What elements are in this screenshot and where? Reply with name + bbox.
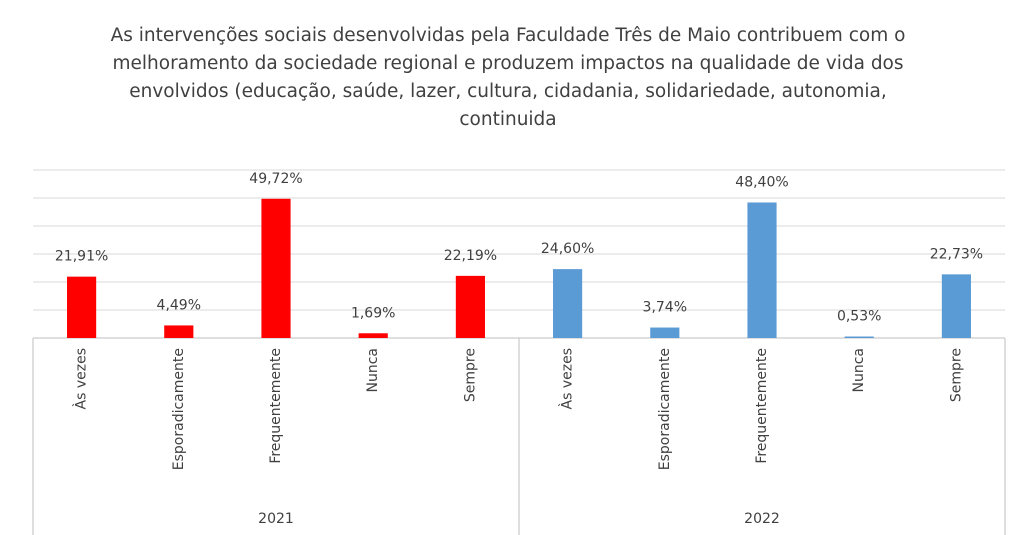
x-tick-label: Frequentemente	[754, 348, 770, 464]
data-label: 21,91%	[55, 249, 108, 265]
x-tick-label: Esporadicamente	[657, 348, 673, 470]
group-label: 2021	[258, 511, 294, 527]
bar	[941, 274, 971, 338]
x-tick-label: Sempre	[462, 348, 478, 402]
data-label: 0,53%	[837, 309, 881, 325]
x-tick-label: Às vezes	[73, 348, 90, 409]
x-tick-label: Às vezes	[559, 348, 576, 409]
data-label: 1,69%	[351, 305, 395, 321]
data-label: 22,73%	[930, 246, 983, 262]
bar	[747, 202, 777, 338]
bar	[164, 325, 194, 338]
x-tick-label: Frequentemente	[268, 348, 284, 464]
x-tick-label: Nunca	[851, 348, 867, 393]
data-label: 3,74%	[643, 300, 687, 316]
data-label: 24,60%	[541, 241, 594, 257]
bar	[67, 276, 97, 338]
data-label: 22,19%	[444, 248, 497, 264]
data-label: 48,40%	[735, 174, 788, 190]
bar	[455, 275, 485, 338]
data-label: 4,49%	[157, 297, 201, 313]
chart-title: As intervenções sociais desenvolvidas pe…	[110, 25, 906, 130]
bar	[261, 198, 291, 338]
bar	[650, 327, 680, 338]
bar	[844, 336, 874, 338]
bar	[358, 333, 388, 338]
bar	[553, 269, 583, 338]
data-label: 49,72%	[249, 171, 302, 187]
x-tick-label: Esporadicamente	[171, 348, 187, 470]
x-tick-label: Sempre	[948, 348, 964, 402]
group-label: 2022	[744, 511, 780, 527]
x-tick-label: Nunca	[365, 348, 381, 393]
